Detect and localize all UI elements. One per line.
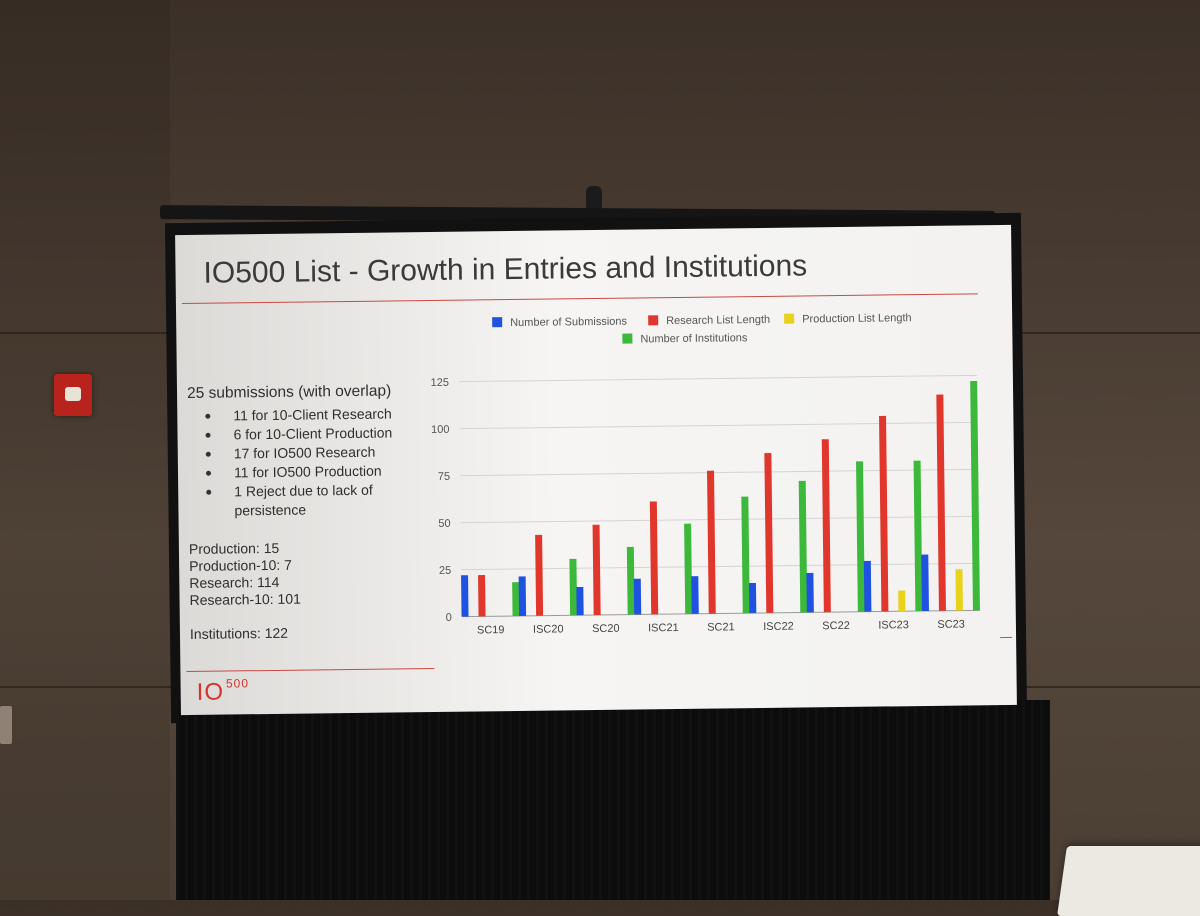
x-tick-label: SC19 <box>477 624 505 636</box>
wall-panel <box>0 0 170 900</box>
bar-number-of-institutions <box>798 480 808 613</box>
bar-number-of-institutions <box>684 523 693 614</box>
y-tick-label: 100 <box>431 424 450 436</box>
legend-swatch <box>492 317 503 328</box>
stat-institutions: Institutions: 122 <box>189 624 289 642</box>
bar-research-list-length <box>649 501 659 615</box>
list-item-text: 6 for 10-Client Production <box>233 424 393 443</box>
list-item-text: 17 for IO500 Research <box>233 443 376 462</box>
legend-swatch <box>784 313 795 324</box>
gridline <box>460 468 979 477</box>
x-tick-label: ISC20 <box>533 623 564 635</box>
growth-bar-chart: 0 25 50 75 100 125 SC19 ISC20 SC20 ISC21 SC21 ISC22… <box>430 312 980 636</box>
bar-number-of-institutions <box>569 558 578 616</box>
projector-device <box>1057 846 1200 916</box>
list-item: 1 Reject due to lack of persistence <box>188 480 438 521</box>
fire-alarm <box>54 374 92 416</box>
bar-research-list-length <box>707 470 716 614</box>
bar-number-of-submissions <box>921 554 929 612</box>
submission-list: 11 for 10-Client Research 6 for 10-Clien… <box>187 404 438 521</box>
y-tick-label: 25 <box>439 565 451 577</box>
gridline <box>461 609 980 618</box>
y-tick-label: 0 <box>446 612 452 624</box>
bullet-icon <box>205 413 211 419</box>
gridline <box>458 374 977 383</box>
bar-number-of-institutions <box>856 461 865 612</box>
bar-research-list-length <box>535 534 544 616</box>
title-divider <box>181 293 978 305</box>
gridline <box>459 421 978 430</box>
bar-number-of-institutions <box>512 582 520 617</box>
bar-research-list-length <box>879 415 889 612</box>
screen-stand <box>176 700 1050 900</box>
x-tick-label: SC20 <box>592 623 620 635</box>
y-tick-label: 75 <box>438 471 450 483</box>
legend-swatch <box>648 315 659 326</box>
legend-label: Number of Institutions <box>640 332 748 345</box>
bullet-icon <box>205 432 211 438</box>
gridline <box>461 562 980 571</box>
screen-hook <box>586 186 602 212</box>
submission-summary: 25 submissions (with overlap) 11 for 10-… <box>187 382 440 643</box>
legend-label: Research List Length <box>666 314 770 327</box>
x-tick-label: SC21 <box>707 621 735 633</box>
bar-number-of-institutions <box>626 546 635 615</box>
bar-number-of-institutions <box>970 380 980 611</box>
screen-stand-texture <box>176 700 1050 900</box>
bar-production-list-length <box>898 590 906 612</box>
slide-title: IO500 List - Growth in Entries and Insti… <box>203 249 808 290</box>
wall-switch <box>0 706 12 744</box>
bar-research-list-length <box>592 524 601 616</box>
x-tick-label: SC22 <box>822 620 850 632</box>
bar-research-list-length <box>764 453 774 613</box>
bar-number-of-institutions <box>913 460 923 612</box>
bar-research-list-length <box>478 575 486 617</box>
projected-slide: IO500 List - Growth in Entries and Insti… <box>175 224 1017 716</box>
legend-label: Number of Submissions <box>510 316 627 329</box>
bullet-icon <box>205 470 212 476</box>
y-tick-label: 50 <box>438 518 450 530</box>
bar-number-of-institutions <box>741 496 750 614</box>
io500-logo: IO 500 <box>196 676 250 707</box>
bullet-icon <box>206 489 212 495</box>
legend-label: Production List Length <box>802 312 912 325</box>
bar-number-of-submissions <box>863 560 872 612</box>
stat-research-10: Research-10: 101 <box>189 590 301 608</box>
bar-number-of-submissions <box>461 575 469 617</box>
corner-mark <box>1000 636 1013 639</box>
fire-alarm-lens <box>65 387 81 401</box>
legend-swatch <box>622 333 633 344</box>
logo-superscript: 500 <box>225 676 250 691</box>
bar-research-list-length <box>936 394 946 611</box>
bar-number-of-submissions <box>518 576 527 616</box>
bar-production-list-length <box>955 569 963 611</box>
x-tick-label: ISC21 <box>648 622 679 634</box>
bar-number-of-submissions <box>576 586 584 616</box>
x-tick-label: SC23 <box>937 619 965 631</box>
list-stats: Production: 15 Production-10: 7 Research… <box>189 538 440 643</box>
x-tick-label: ISC23 <box>878 619 909 631</box>
gridline <box>460 515 979 524</box>
bullet-icon <box>205 451 211 457</box>
list-item-text: 11 for IO500 Production <box>233 462 382 481</box>
bar-number-of-submissions <box>806 572 814 613</box>
footer-divider <box>186 667 435 673</box>
bar-number-of-submissions <box>633 578 642 615</box>
bar-number-of-submissions <box>748 582 757 614</box>
y-tick-label: 125 <box>430 377 449 389</box>
bar-number-of-submissions <box>691 576 699 614</box>
list-item-text: 11 for 10-Client Research <box>233 405 392 424</box>
list-item-text: 1 Reject due to lack of persistence <box>234 481 373 519</box>
x-tick-label: ISC22 <box>763 621 794 633</box>
summary-heading: 25 submissions (with overlap) <box>186 382 392 402</box>
logo-main: IO <box>196 678 225 706</box>
bar-research-list-length <box>821 439 831 613</box>
